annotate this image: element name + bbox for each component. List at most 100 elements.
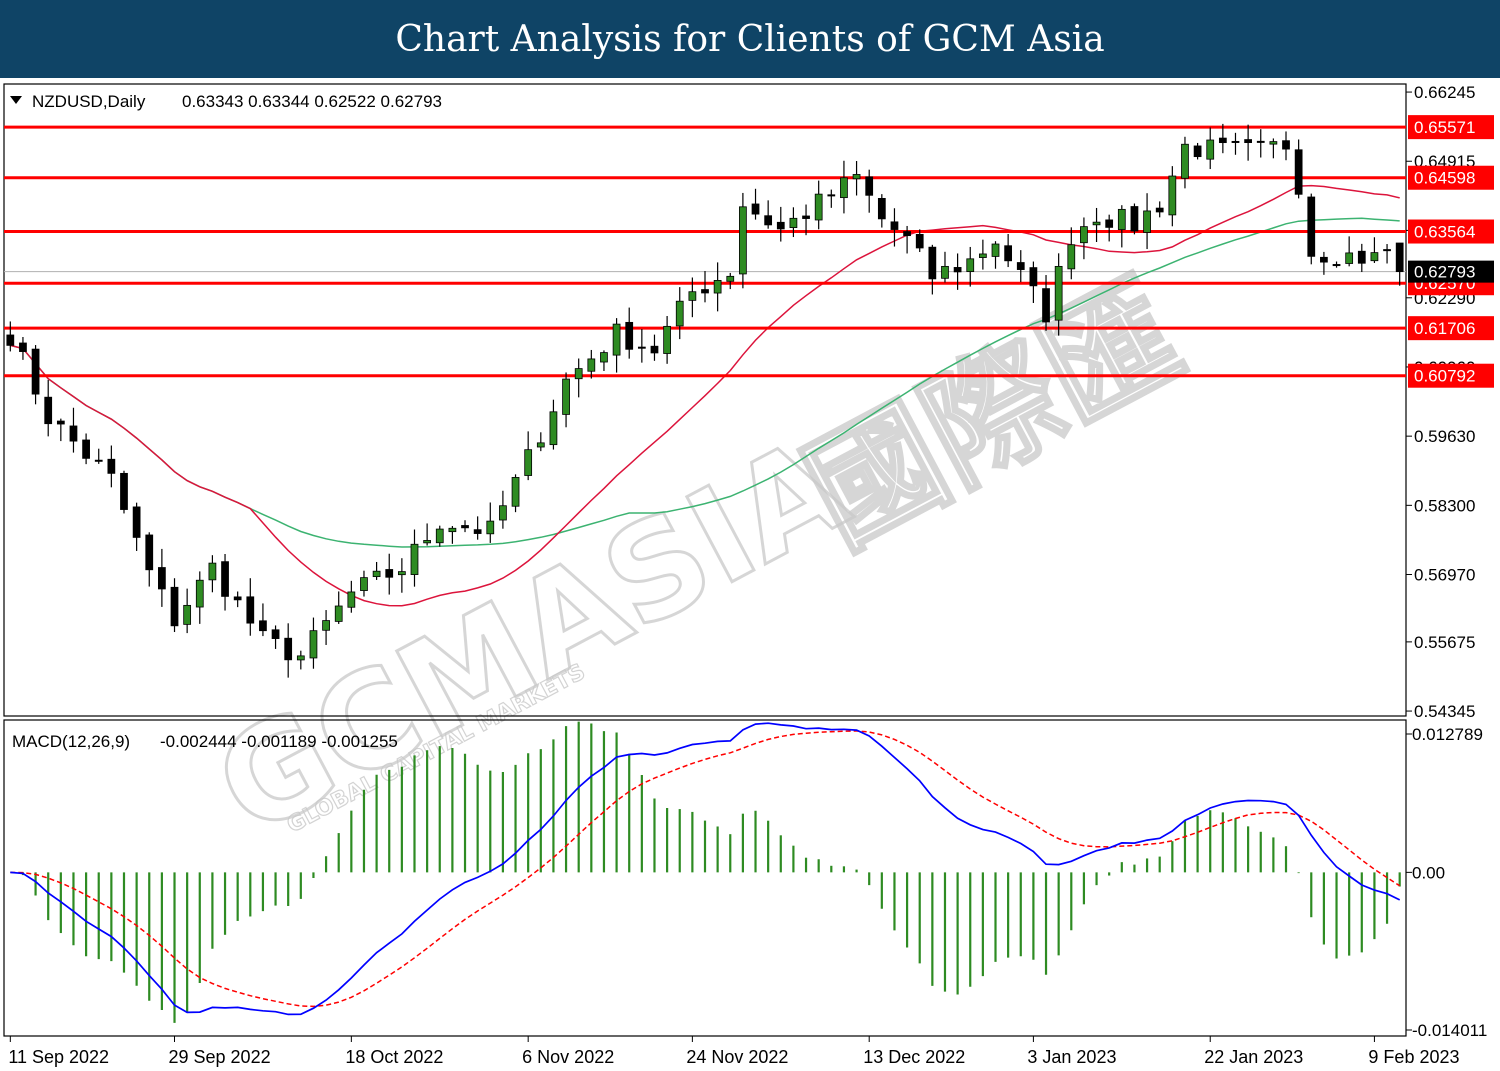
macd-tick-label: 0.012789	[1412, 725, 1483, 744]
candle-body	[385, 569, 394, 578]
candle-body	[56, 420, 65, 425]
symbol-dropdown-icon[interactable]	[10, 96, 22, 104]
ohlc-label: 0.63343 0.63344 0.62522 0.62793	[182, 92, 442, 111]
candle-body	[309, 630, 318, 659]
candlesticks	[6, 123, 1404, 678]
candle-body	[120, 472, 128, 510]
key-levels	[4, 125, 1406, 378]
date-tick-label: 18 Oct 2022	[345, 1047, 443, 1067]
candle-body	[1345, 252, 1354, 264]
macd-tick-label: -0.014011	[1412, 1021, 1487, 1040]
candle-body	[865, 176, 874, 196]
candle-body	[574, 368, 583, 380]
candle-body	[1042, 288, 1050, 323]
key-level-label: 0.63564	[1414, 223, 1475, 242]
candle-body	[132, 506, 141, 538]
candle-body	[1054, 265, 1063, 321]
candle-body	[1168, 175, 1177, 216]
candle-body	[334, 605, 343, 622]
candle-body	[82, 439, 90, 459]
candle-body	[764, 215, 773, 226]
candle-body	[979, 253, 987, 258]
candle-body	[840, 177, 848, 199]
fast-moving-average-line	[10, 184, 1400, 607]
candle-body	[6, 334, 15, 346]
candle-body	[259, 620, 267, 632]
candle-body	[372, 570, 381, 578]
macd-values-label: -0.002444 -0.001189 -0.001255	[160, 732, 398, 751]
price-tick-label: 0.55675	[1414, 633, 1475, 652]
candle-body	[322, 620, 330, 631]
candle-body	[233, 596, 242, 601]
candle-body	[966, 258, 975, 272]
candle-body	[1244, 139, 1252, 144]
candle-body	[789, 217, 798, 228]
date-tick-label: 22 Jan 2023	[1204, 1047, 1303, 1067]
candle-body	[69, 425, 78, 442]
candle-body	[1320, 256, 1328, 263]
candle-body	[1282, 140, 1290, 150]
candle-body	[663, 325, 671, 354]
candle-body	[1080, 226, 1088, 244]
candle-body	[423, 540, 431, 544]
candle-body	[183, 604, 192, 625]
candle-body	[915, 233, 924, 249]
date-tick-label: 3 Jan 2023	[1027, 1047, 1116, 1067]
candle-body	[991, 243, 1000, 257]
candle-body	[941, 265, 949, 279]
candle-body	[1370, 252, 1379, 262]
candle-body	[1181, 143, 1189, 179]
candle-body	[1357, 250, 1366, 264]
date-tick-label: 11 Sep 2022	[8, 1047, 109, 1067]
candle-body	[19, 342, 27, 352]
current-price-label: 0.62793	[1414, 263, 1475, 282]
key-level-label-box	[1408, 115, 1494, 140]
candle-body	[536, 442, 545, 448]
candle-body	[1307, 196, 1316, 257]
candle-body	[1143, 210, 1151, 233]
candle-body	[1395, 242, 1404, 273]
watermark-chinese-text: 國際匯	[783, 254, 1205, 576]
candle-body	[1092, 221, 1101, 226]
candle-body	[1383, 249, 1391, 252]
candle-body	[1067, 244, 1076, 270]
key-level-label: 0.60792	[1414, 367, 1475, 386]
header-banner: Chart Analysis for Clients of GCM Asia	[0, 0, 1500, 78]
candle-body	[701, 289, 709, 294]
candle-body	[271, 629, 280, 639]
candle-body	[158, 567, 166, 590]
candle-body	[1294, 149, 1303, 195]
candle-body	[1105, 219, 1114, 228]
candle-body	[928, 246, 937, 280]
candle-body	[802, 215, 810, 219]
candle-body	[713, 280, 722, 294]
date-tick-label: 9 Feb 2023	[1368, 1047, 1459, 1067]
candle-body	[587, 358, 596, 372]
candle-body	[953, 267, 962, 273]
candle-body	[473, 529, 482, 534]
candle-body	[1332, 264, 1341, 267]
candle-body	[688, 291, 697, 301]
macd-line	[10, 722, 1401, 1016]
candle-body	[1256, 140, 1265, 143]
price-axis: 0.662450.649150.635850.622900.609600.596…	[1406, 83, 1494, 721]
date-axis: 11 Sep 2022 29 Sep 2022 18 Oct 2022 6 Nov 2…	[8, 1036, 1460, 1067]
candle-body	[448, 527, 457, 533]
macd-panel: 0.012789 0.00 -0.014011	[10, 721, 1487, 1040]
watermark-brand-text: GCMASIA	[193, 409, 870, 867]
candle-body	[1193, 145, 1202, 158]
candle-body	[600, 352, 608, 363]
key-level-label: 0.64598	[1414, 169, 1475, 188]
page-title: Chart Analysis for Clients of GCM Asia	[395, 19, 1105, 60]
candle-body	[397, 571, 406, 576]
candle-body	[435, 528, 444, 544]
macd-label: MACD(12,26,9)	[12, 732, 130, 751]
macd-signal-line	[10, 730, 1401, 1008]
candle-body	[675, 300, 684, 327]
candle-body	[208, 562, 217, 581]
candle-body	[612, 323, 621, 356]
candle-body	[726, 275, 735, 282]
candle-body	[246, 596, 255, 624]
